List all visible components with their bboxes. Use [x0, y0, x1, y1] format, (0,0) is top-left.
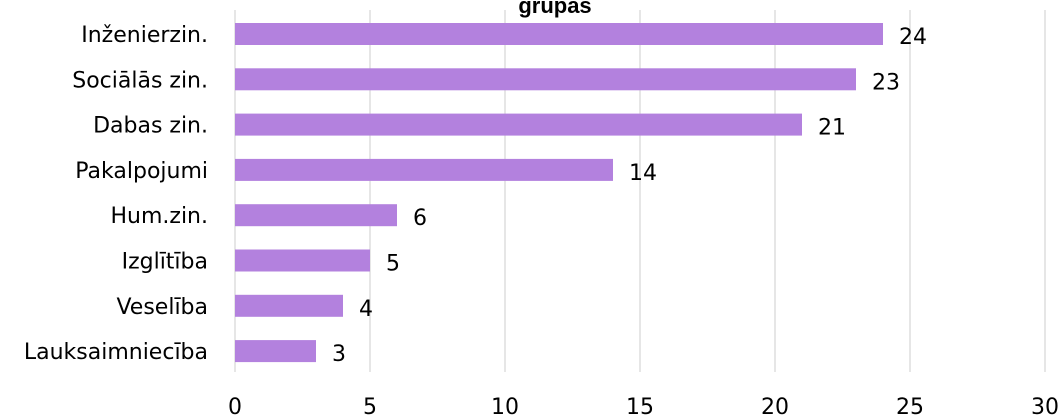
bars: [235, 23, 883, 363]
x-tick-label: 20: [761, 395, 789, 419]
data-label: 21: [818, 116, 846, 141]
x-tick-label: 30: [1031, 395, 1059, 419]
category-label: Izglītība: [122, 250, 208, 275]
data-label: 24: [899, 25, 927, 50]
x-axis-ticks: 0 5 10 15 20 25 30: [228, 395, 1059, 419]
bar: [235, 340, 316, 363]
category-label: Inženierzin.: [81, 23, 208, 48]
data-label: 5: [386, 252, 400, 277]
data-label: 6: [413, 206, 427, 231]
bar: [235, 249, 370, 272]
bar: [235, 294, 343, 317]
data-label: 14: [629, 161, 657, 186]
x-tick-label: 25: [896, 395, 924, 419]
bar: [235, 68, 856, 91]
data-label: 23: [872, 70, 900, 95]
data-label: 4: [359, 297, 373, 322]
chart-title: grupas: [518, 0, 591, 18]
x-tick-label: 5: [363, 395, 377, 419]
category-label: Veselība: [116, 295, 208, 320]
bar: [235, 23, 883, 45]
data-label: 3: [332, 342, 346, 367]
category-label: Dabas zin.: [93, 114, 208, 139]
bar: [235, 158, 613, 181]
category-label: Sociālās zin.: [72, 68, 208, 93]
bar: [235, 204, 397, 227]
x-tick-label: 10: [491, 395, 519, 419]
category-label: Hum.zin.: [110, 204, 208, 229]
grid-lines: [234, 10, 1046, 372]
category-label: Pakalpojumi: [75, 159, 208, 184]
bar: [235, 113, 802, 136]
x-tick-label: 0: [228, 395, 242, 419]
category-labels: Inženierzin. Sociālās zin. Dabas zin. Pakal…: [24, 23, 208, 365]
category-label: Lauksaimniecība: [24, 340, 208, 365]
x-tick-label: 15: [626, 395, 654, 419]
